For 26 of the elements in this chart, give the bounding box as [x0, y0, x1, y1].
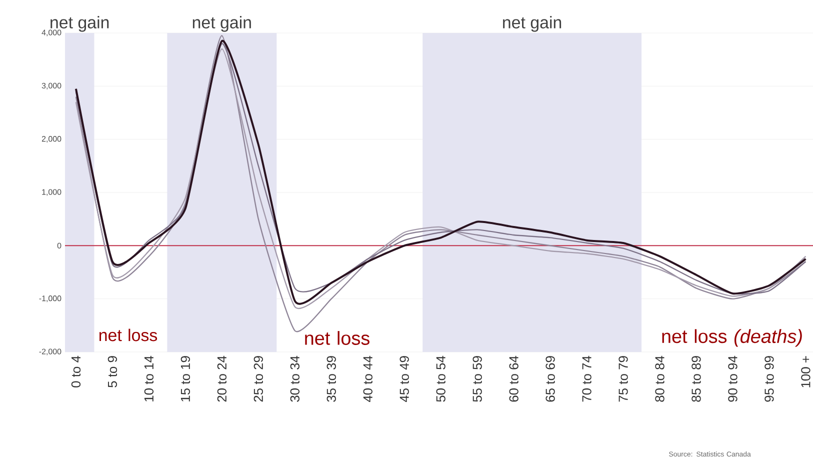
band-label: net gain — [503, 16, 562, 32]
x-tick-label: 70 to 74 — [582, 356, 592, 402]
x-tick-label: 30 to 34 — [290, 356, 300, 402]
annotation: net loss — [305, 331, 370, 345]
x-tick-label: 50 to 54 — [436, 356, 446, 402]
x-tick-label: 10 to 14 — [144, 356, 154, 402]
annotation: net loss — [99, 328, 158, 342]
x-tick-label: 80 to 84 — [655, 356, 664, 402]
x-tick-label: 25 to 29 — [254, 356, 263, 402]
x-tick-label: 75 to 79 — [618, 356, 628, 402]
annotation: net loss (deaths) — [662, 329, 802, 347]
x-tick-label: 0 to 4 — [71, 356, 81, 388]
x-tick-label: 35 to 39 — [326, 356, 336, 402]
x-tick-label: 90 to 94 — [728, 356, 738, 402]
band-label: net gain — [192, 16, 251, 32]
x-tick-label: 15 to 19 — [180, 356, 190, 402]
x-tick-label: 85 to 89 — [692, 356, 701, 402]
x-tick-label: 100 + — [801, 356, 810, 388]
x-tick-label: 5 to 9 — [108, 356, 118, 388]
x-tick-label: 60 to 64 — [509, 356, 518, 402]
x-tick-label: 40 to 44 — [363, 356, 372, 402]
x-tick-label: 65 to 69 — [546, 356, 555, 402]
x-tick-label: 95 to 99 — [764, 356, 774, 402]
x-tick-label: 55 to 59 — [472, 356, 482, 402]
x-tick-label: 45 to 49 — [400, 356, 409, 402]
x-tick-label: 20 to 24 — [217, 356, 226, 402]
